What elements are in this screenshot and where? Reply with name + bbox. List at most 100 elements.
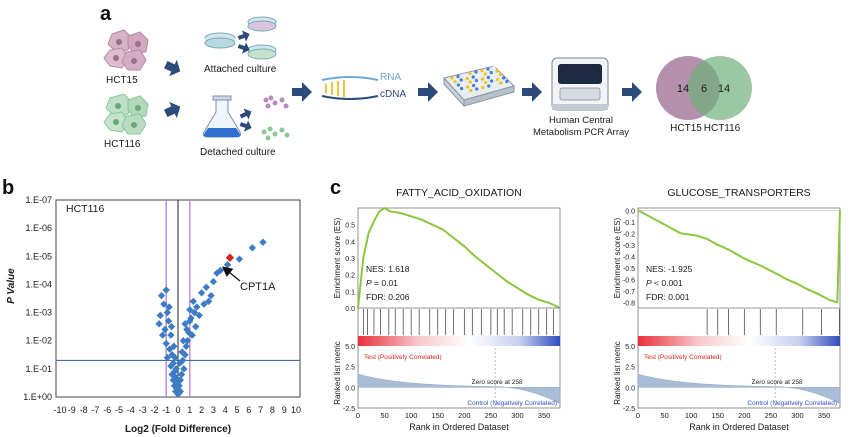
scatter-point [170, 342, 178, 351]
y-tick-label: 1.E-05 [25, 251, 52, 261]
scatter-point [176, 359, 184, 367]
scatter-point [178, 348, 186, 356]
scatter-point [181, 320, 189, 328]
pcr-well [468, 71, 472, 76]
hct116-label: HCT116 [104, 139, 141, 150]
arrow-icon [418, 82, 438, 102]
pcr-well [486, 75, 490, 80]
scatter-point [205, 297, 213, 305]
scatter-point [223, 261, 232, 269]
cdna-label: cDNA [380, 89, 406, 100]
pcr-well [480, 77, 484, 81]
scatter-point [183, 337, 192, 345]
gsea-plot-glucose-transporters: GLUCOSE_TRANSPORTERS 0.0 -0.1 -0.2 -0.3 -0.4 -… [613, 187, 841, 432]
scatter-point [172, 365, 180, 373]
scatter-point [155, 320, 163, 328]
nes-label: NES: 1.618 [366, 264, 410, 274]
scatter-point [186, 317, 194, 325]
es-tick-label: 0.0 [345, 306, 355, 313]
scatter-point [195, 311, 203, 320]
fdr-label: FDR: 0.206 [366, 292, 410, 302]
detached-culture-label: Detached culture [200, 147, 276, 158]
es-tick-label: -0.6 [623, 277, 635, 284]
pcr-well [462, 81, 466, 86]
x-tick-label: -3 [139, 405, 147, 415]
p-value-label: P = 0.01 [366, 278, 398, 288]
negative-correlated-label: Control (Negatively Correlated) [747, 400, 837, 407]
rank-tick-label: 2.5 [625, 365, 635, 372]
pcr-well [490, 79, 494, 83]
x-tick-label: 0 [175, 405, 180, 415]
negative-correlated-label: Control (Negatively Correlated) [467, 400, 557, 407]
pcr-well [484, 80, 488, 85]
scatter-point [192, 322, 200, 331]
y-tick-label: 1.E-01 [25, 364, 52, 374]
pcr-well [471, 75, 475, 79]
x-tick-label: 300 [511, 411, 524, 420]
flask-icon [203, 95, 241, 138]
pcr-well [465, 76, 469, 81]
x-tick-label: 0 [356, 411, 360, 420]
nes-label: NES: -1.925 [646, 264, 693, 274]
volcano-xlabel: Log2 (Fold Difference) [125, 424, 231, 435]
scatter-point [171, 353, 179, 362]
es-tick-label: -0.1 [623, 220, 635, 227]
p-value-label: P < 0.001 [646, 278, 683, 288]
venn-right-count: 14 [718, 83, 730, 95]
scatter-point [183, 325, 191, 334]
es-curve [637, 209, 841, 304]
pcr-plate-icon [443, 65, 515, 108]
es-tick-label: -0.8 [623, 300, 635, 307]
gsea-title: GLUCOSE_TRANSPORTERS [667, 187, 810, 199]
attached-culture-label: Attached culture [204, 64, 277, 75]
scatter-point [162, 339, 170, 348]
arrow-icon [622, 82, 642, 102]
gsea-title: FATTY_ACID_OXIDATION [396, 187, 522, 199]
pcr-well [480, 68, 484, 73]
pcr-well [483, 72, 487, 76]
es-tick-label: 0.1 [345, 289, 355, 296]
scatter-point [177, 370, 186, 379]
x-tick-label: 300 [791, 411, 804, 420]
cpt1a-arrow-icon [221, 266, 241, 282]
rank-tick-label: 0.0 [345, 385, 355, 392]
pcr-well [472, 83, 476, 88]
es-tick-label: 0.0 [625, 208, 635, 215]
venn-left-count: 14 [677, 83, 689, 95]
x-tick-label: 6 [246, 405, 251, 415]
panel-a-letter: a [100, 3, 112, 25]
x-tick-label: 200 [738, 411, 751, 420]
pcr-well [478, 82, 482, 86]
ranked-metric-area [637, 373, 841, 404]
x-tick-label: 9 [282, 405, 287, 415]
scatter-point [193, 303, 201, 311]
x-tick-label: 0 [636, 411, 640, 420]
panel-c: c FATTY_ACID_OXIDATION 0.0 0.1 0.2 0.3 0.4 0.5… [330, 177, 841, 432]
highlight-point-cpt1a [225, 253, 235, 262]
y-tick-label: 1.E-06 [25, 223, 52, 233]
venn-diagram: 14 6 14 HCT15 HCT116 [656, 56, 752, 134]
pcr-well [462, 73, 466, 77]
x-tick-label: -2 [150, 405, 158, 415]
venn-right-label: HCT116 [704, 123, 741, 134]
spheroid-clusters-icon [261, 95, 290, 141]
pcr-well [468, 80, 472, 84]
pcr-well [469, 88, 473, 93]
pcr-well [499, 81, 503, 85]
scatter-point [160, 300, 168, 308]
pcr-well [487, 84, 491, 88]
rank-tick-label: -2.5 [343, 406, 355, 413]
pcr-label-line2: Metabolism PCR Array [533, 127, 629, 138]
x-tick-label: 1 [187, 405, 192, 415]
scatter-point [161, 325, 169, 334]
pcr-label-line1: Human Central [549, 115, 613, 126]
x-tick-label: 2 [199, 405, 204, 415]
positive-correlated-label: Test (Positively Correlated) [644, 354, 722, 361]
x-tick-label: 250 [485, 411, 498, 420]
x-tick-label: 5 [234, 405, 239, 415]
zero-score-label: Zero score at 258 [752, 379, 803, 386]
pcr-well [466, 85, 470, 89]
es-ylabel: Enrichment score (ES) [333, 217, 342, 298]
volcano-title: HCT116 [66, 203, 104, 215]
